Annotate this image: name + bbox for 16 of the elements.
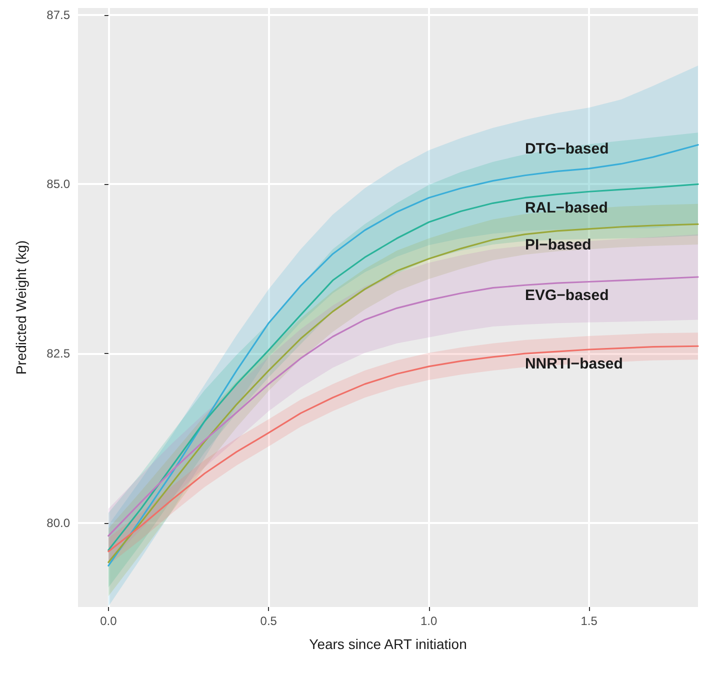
y-tick-label: 85.0 bbox=[46, 177, 70, 192]
series-label: EVG−based bbox=[524, 287, 609, 304]
y-tick-label: 82.5 bbox=[46, 346, 70, 361]
series-label: DTG−based bbox=[524, 140, 609, 158]
y-tick-label: 80.0 bbox=[46, 516, 70, 530]
series-label: RAL−based bbox=[524, 200, 608, 217]
x-tick-label: 0.5 bbox=[260, 614, 278, 628]
x-tick-label: 1.5 bbox=[580, 614, 598, 628]
y-tick-label: 87.5 bbox=[46, 8, 70, 22]
y-axis-title: Predicted Weight (kg) bbox=[13, 240, 29, 375]
series-label: NNRTI−based bbox=[524, 356, 623, 373]
series-label: PI−based bbox=[524, 236, 592, 254]
line-series bbox=[108, 276, 699, 537]
x-axis-title: Years since ART initiation bbox=[309, 636, 467, 652]
x-tick-label: 0.0 bbox=[100, 614, 118, 628]
x-tick-label: 1.0 bbox=[420, 614, 438, 628]
